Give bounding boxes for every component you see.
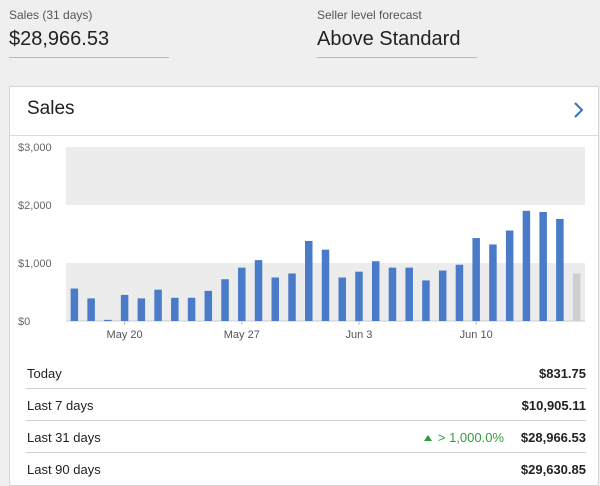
stat-name: Last 31 days xyxy=(27,430,101,445)
x-tick-label: Jun 10 xyxy=(460,329,493,341)
chart-bar xyxy=(154,289,162,321)
chart-bar xyxy=(221,279,229,321)
chart-bar xyxy=(422,280,430,321)
stat-name: Last 90 days xyxy=(27,462,101,477)
stat-row-7-days: Last 7 days $10,905.11 xyxy=(26,389,586,421)
chart-bar xyxy=(288,273,296,321)
chart-bar xyxy=(305,240,313,321)
chart-bar xyxy=(204,290,213,321)
stat-name: Today xyxy=(27,366,62,381)
chart-bar xyxy=(505,230,514,321)
chart-bar xyxy=(187,297,196,321)
sales-chart-svg: $3,000 $2,000 $1,000 $0 May 20 May 27 Jun 3 Jun… xyxy=(18,142,585,341)
chart-bar xyxy=(171,297,179,321)
x-tick-label: May 20 xyxy=(107,329,143,341)
chart-bar xyxy=(472,238,480,321)
stat-row-90-days: Last 90 days $29,630.85 xyxy=(26,453,586,484)
up-triangle-icon xyxy=(423,435,432,441)
chart-bar xyxy=(371,261,380,321)
stat-amount: $831.75 xyxy=(539,366,586,381)
chart-bar xyxy=(87,298,95,321)
chart-bar xyxy=(388,267,397,321)
stat-name: Last 7 days xyxy=(27,398,94,413)
sales-card: Sales $3,000 $2,000 $1,000 $0 May 20 May 27 Ju… xyxy=(9,86,599,486)
chart-bar xyxy=(438,270,447,321)
chart-bar xyxy=(522,210,531,321)
chart-bar xyxy=(455,264,464,321)
chart-bar xyxy=(254,260,263,321)
chart-bar xyxy=(238,267,246,321)
stat-amount: $29,630.85 xyxy=(520,462,586,477)
stat-row-today: Today $831.75 xyxy=(26,357,586,389)
chart-band-upper xyxy=(66,147,585,205)
chart-bar xyxy=(321,249,330,321)
chart-bar xyxy=(572,273,581,321)
chart-bar xyxy=(405,267,413,321)
card-header: Sales xyxy=(10,87,598,136)
y-tick-label: $1,000 xyxy=(18,258,52,270)
card-title: Sales xyxy=(27,98,75,119)
chart-bar xyxy=(104,319,112,321)
stats-table: Today $831.75 Last 7 days $10,905.11 Las… xyxy=(26,357,586,484)
summary-bar: Sales (31 days) $28,966.53 Seller level … xyxy=(0,0,600,86)
chart-bar xyxy=(338,277,346,321)
stat-change: > 1,000.0% xyxy=(423,430,504,445)
forecast-value: Above Standard xyxy=(317,28,477,58)
stat-amount: $28,966.53 xyxy=(520,430,586,445)
y-tick-label: $0 xyxy=(18,316,30,328)
chart-bar xyxy=(489,244,497,321)
x-tick-label: May 27 xyxy=(224,329,260,341)
chart-bar xyxy=(539,211,547,321)
forecast-label: Seller level forecast xyxy=(317,8,422,22)
forecast-summary: Seller level forecast Above Standard xyxy=(317,8,477,58)
stat-amount: $10,905.11 xyxy=(521,398,586,413)
chevron-right-icon[interactable] xyxy=(568,99,588,121)
stat-change-text: > 1,000.0% xyxy=(437,430,504,445)
sales-value: $28,966.53 xyxy=(9,28,169,58)
y-tick-label: $2,000 xyxy=(18,200,52,212)
chart-bar xyxy=(355,271,363,321)
chart-bar xyxy=(556,218,564,321)
stat-row-31-days: Last 31 days > 1,000.0% $28,966.53 xyxy=(26,421,586,453)
x-tick-label: Jun 3 xyxy=(346,329,373,341)
sales-chart: $3,000 $2,000 $1,000 $0 May 20 May 27 Jun 3 Jun… xyxy=(10,135,598,349)
chart-bar xyxy=(271,277,280,321)
chart-bar xyxy=(120,294,129,321)
y-tick-label: $3,000 xyxy=(18,142,52,154)
chart-bar xyxy=(70,288,79,321)
sales-label: Sales (31 days) xyxy=(9,8,93,22)
chart-bar xyxy=(137,298,146,321)
sales-summary: Sales (31 days) $28,966.53 xyxy=(9,8,169,58)
